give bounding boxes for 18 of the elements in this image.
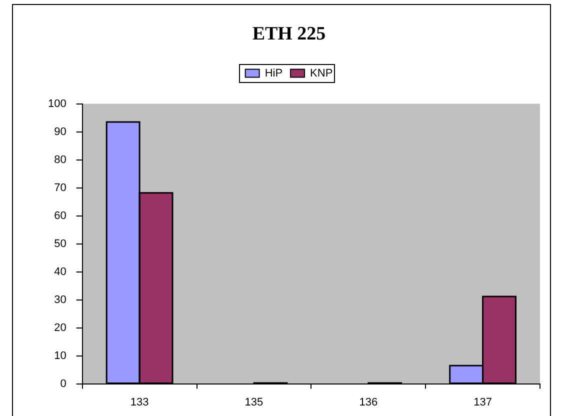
y-tick-label: 40 <box>54 266 66 278</box>
y-tick-label: 100 <box>48 98 66 110</box>
x-tick-label: 135 <box>244 396 264 408</box>
x-tick-label: 136 <box>359 396 378 408</box>
y-tick-label: 80 <box>54 154 66 166</box>
y-tick-label: 20 <box>54 322 66 334</box>
y-tick-label: 30 <box>54 294 66 306</box>
chart-title: ETH 225 <box>252 23 326 44</box>
x-tick-label: 133 <box>130 396 149 408</box>
legend-label: KNP <box>310 67 333 80</box>
y-tick-label: 60 <box>54 210 66 222</box>
y-tick-label: 70 <box>54 182 66 194</box>
y-tick-label: 0 <box>60 378 66 390</box>
y-tick-label: 50 <box>54 238 66 250</box>
x-tick-label: 137 <box>474 396 492 408</box>
legend-label: HiP <box>264 67 283 80</box>
y-tick-label: 10 <box>54 350 66 362</box>
y-tick-label: 90 <box>54 126 66 138</box>
